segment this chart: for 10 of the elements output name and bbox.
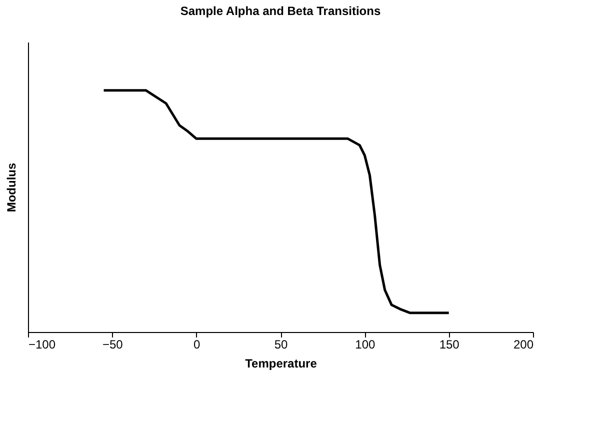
x-tick-label: 100 [355, 338, 376, 352]
y-axis-title: Modulus [4, 162, 18, 212]
x-tick-label: −100 [28, 338, 56, 352]
x-tick-label: −50 [102, 338, 124, 352]
x-tick-label: 200 [513, 338, 534, 352]
chart-title: Sample Alpha and Beta Transitions [180, 4, 381, 18]
x-tick-label: 0 [193, 338, 200, 352]
x-tick-label: 150 [439, 338, 460, 352]
x-axis-title: Temperature [245, 356, 318, 370]
x-tick-label: 50 [274, 338, 288, 352]
